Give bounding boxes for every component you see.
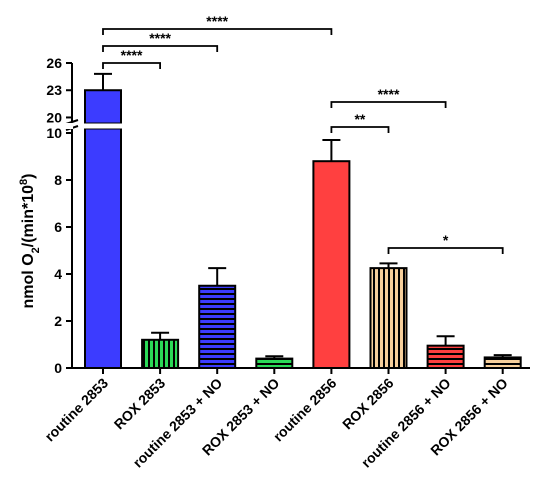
significance-label: **** [149,30,171,46]
bar [426,344,465,369]
bar-break-gap [83,123,123,129]
significance-label: **** [378,86,400,102]
y-axis-label: nmol O2/(min*108) [18,174,42,309]
ylabel-mid: /(min*10 [20,185,37,247]
bar [141,338,180,369]
significance-bracket [387,247,504,254]
ylabel-sup: 8 [18,179,30,185]
significance-label: **** [206,13,228,29]
bar [198,284,237,369]
significance-label: **** [121,47,143,63]
bar [369,267,408,369]
y-tick-label: 6 [54,219,62,235]
significance-label: * [443,232,449,248]
significance-bracket [102,45,219,52]
y-tick-label: 8 [54,172,62,188]
ylabel-end: ) [20,174,37,179]
ylabel-sub: 2 [30,247,42,253]
x-category-label: ROX 2856 [339,375,397,433]
significance-label: ** [354,111,365,127]
y-tick-label: 4 [54,266,62,282]
x-category-label: routine 2853 [41,375,111,445]
significance-bracket [330,126,390,133]
ylabel-main: nmol O [20,253,37,308]
significance-bracket [102,62,161,69]
axis-break-gap [64,123,73,129]
y-tick-label: 23 [46,82,62,98]
y-tick-label: 20 [46,109,62,125]
bar [84,89,122,369]
y-tick-label: 26 [46,55,62,71]
significance-bracket [330,101,447,108]
y-tick-label: 2 [54,313,62,329]
bar [312,160,351,369]
significance-bracket [102,28,333,35]
y-tick-label: 0 [54,360,62,376]
bar [255,357,294,370]
y-tick-label: 10 [46,125,62,141]
x-category-label: ROX 2853 [111,375,169,433]
bar [483,356,522,369]
